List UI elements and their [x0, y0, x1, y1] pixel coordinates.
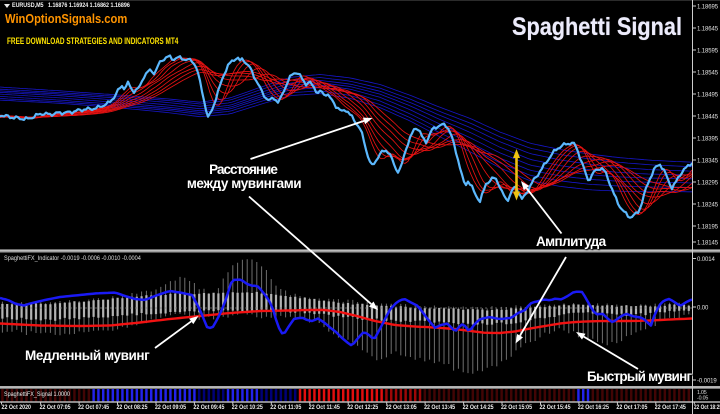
svg-text:22 Oct 14:25: 22 Oct 14:25 [463, 404, 494, 411]
svg-text:1.05: 1.05 [697, 390, 707, 396]
svg-text:1.18595: 1.18595 [697, 48, 719, 54]
svg-text:22 Oct 17:45: 22 Oct 17:45 [655, 404, 686, 411]
svg-text:1.18695: 1.18695 [697, 4, 719, 10]
svg-text:1.18145: 1.18145 [697, 240, 719, 246]
svg-text:22 Oct 11:05: 22 Oct 11:05 [270, 404, 301, 411]
svg-text:22 Oct 13:05: 22 Oct 13:05 [386, 404, 417, 411]
svg-text:1.18295: 1.18295 [697, 180, 719, 186]
svg-text:22 Oct 15:05: 22 Oct 15:05 [501, 404, 532, 411]
svg-text:0.00: 0.00 [697, 305, 709, 311]
svg-text:22 Oct 09:05: 22 Oct 09:05 [155, 404, 186, 411]
svg-text:1.18195: 1.18195 [697, 224, 719, 230]
svg-text:22 Oct 13:45: 22 Oct 13:45 [424, 404, 455, 411]
svg-text:22 Oct 07:05: 22 Oct 07:05 [40, 404, 71, 411]
svg-text:22 Oct 18:25: 22 Oct 18:25 [694, 404, 720, 411]
svg-text:22 Oct 10:25: 22 Oct 10:25 [232, 404, 263, 411]
svg-text:22 Oct 12:25: 22 Oct 12:25 [347, 404, 378, 411]
svg-text:22 Oct 11:45: 22 Oct 11:45 [309, 404, 340, 411]
svg-text:1.18345: 1.18345 [697, 158, 719, 164]
svg-text:1.18495: 1.18495 [697, 92, 719, 98]
svg-text:22 Oct 09:45: 22 Oct 09:45 [193, 404, 224, 411]
svg-text:22 Oct 17:05: 22 Oct 17:05 [616, 404, 647, 411]
svg-text:1.18395: 1.18395 [697, 136, 719, 142]
svg-text:1.18545: 1.18545 [697, 70, 719, 76]
svg-text:22 Oct 2020: 22 Oct 2020 [2, 404, 32, 411]
svg-text:1.18445: 1.18445 [697, 114, 719, 120]
svg-text:-0.05: -0.05 [697, 396, 708, 402]
svg-text:22 Oct 08:25: 22 Oct 08:25 [117, 404, 148, 411]
svg-text:22 Oct 16:25: 22 Oct 16:25 [578, 404, 609, 411]
svg-text:22 Oct 07:45: 22 Oct 07:45 [78, 404, 109, 411]
svg-text:-0.0019: -0.0019 [697, 378, 717, 384]
svg-text:0.0014: 0.0014 [697, 257, 716, 263]
svg-text:1.18645: 1.18645 [697, 26, 719, 32]
svg-text:22 Oct 15:45: 22 Oct 15:45 [540, 404, 571, 411]
svg-text:1.18245: 1.18245 [697, 202, 719, 208]
